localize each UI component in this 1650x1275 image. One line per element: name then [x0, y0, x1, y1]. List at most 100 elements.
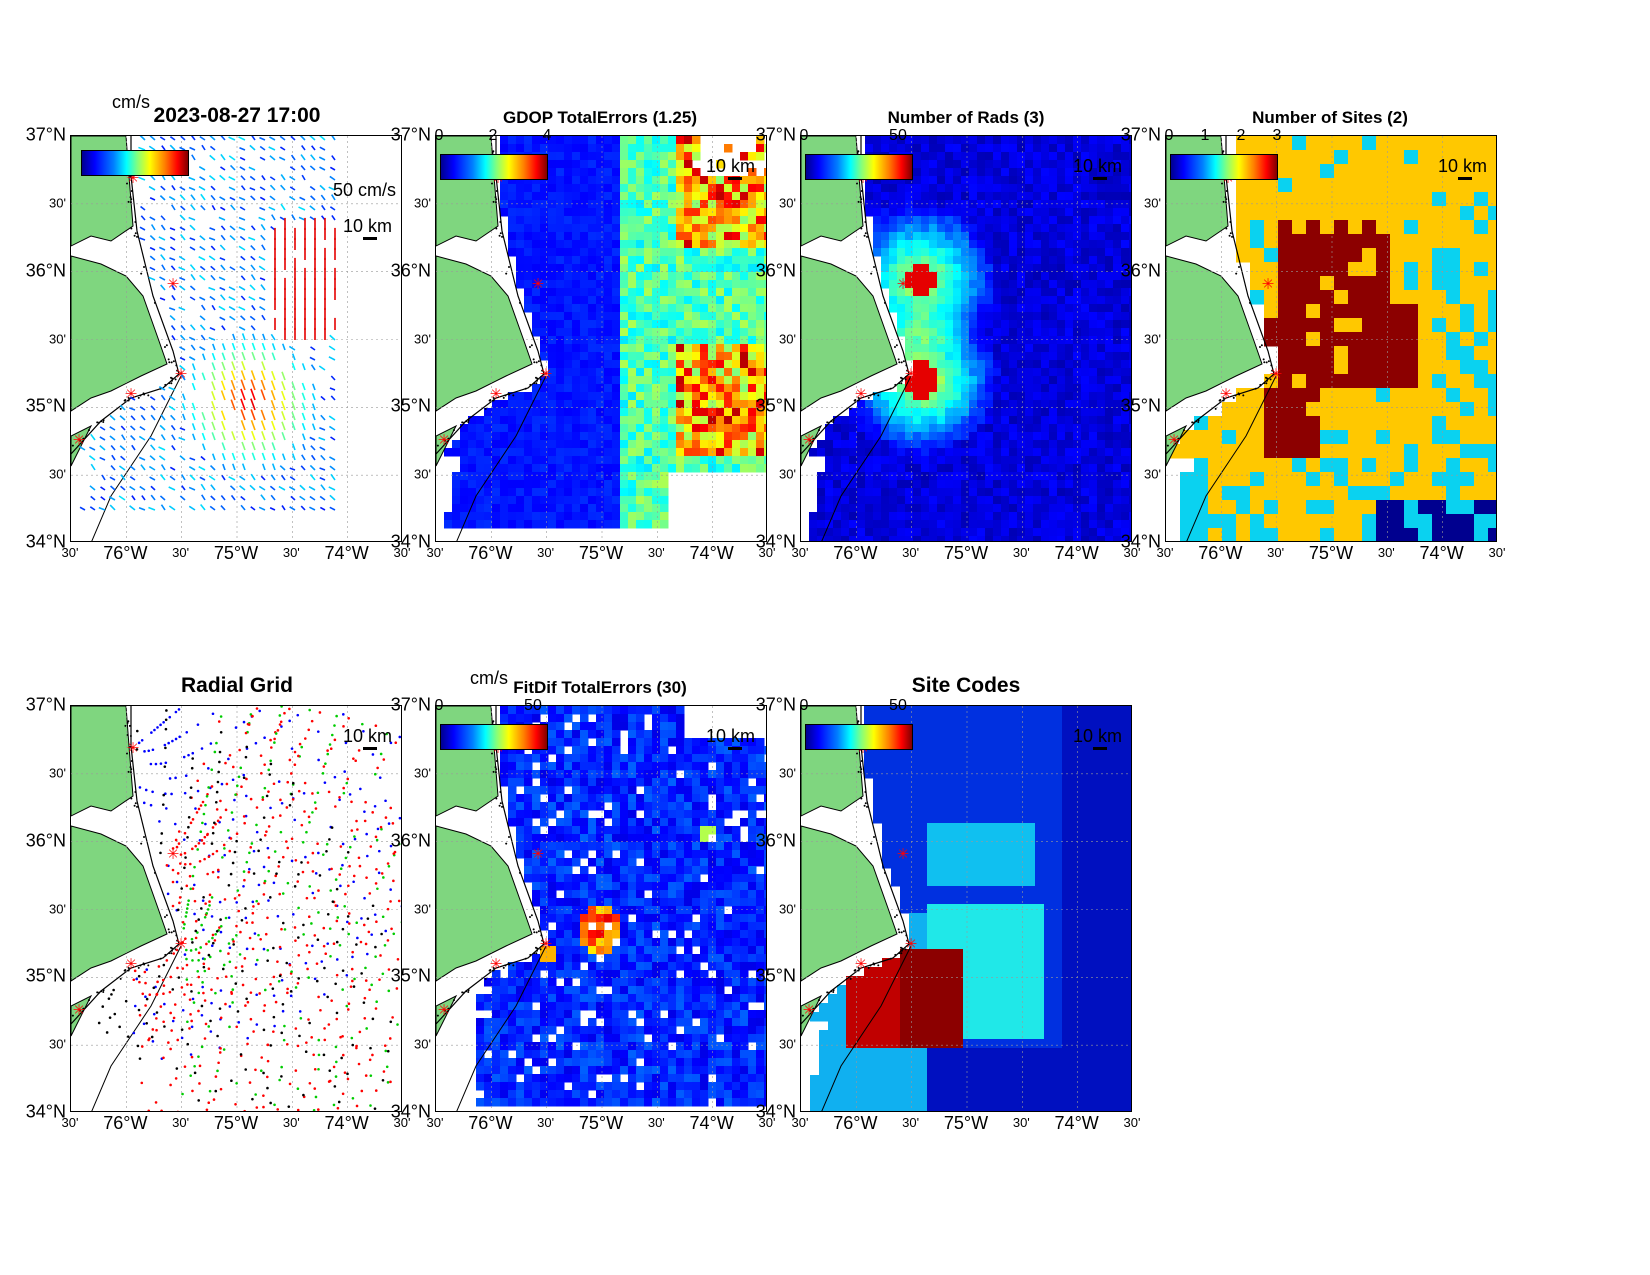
- grid-cell: [452, 488, 461, 497]
- grid-cell: [1001, 520, 1010, 529]
- coast-speckle: [1242, 394, 1245, 397]
- grid-cell: [732, 176, 741, 185]
- grid-cell: [740, 232, 749, 241]
- grid-cell: [1081, 432, 1090, 441]
- current-vector: [168, 486, 176, 491]
- grid-cell: [556, 312, 565, 321]
- grid-cell: [580, 464, 589, 473]
- grid-cell: [993, 216, 1002, 225]
- grid-cell: [969, 152, 978, 161]
- grid-cell: [1081, 248, 1090, 257]
- coast-speckle: [127, 720, 130, 723]
- map-totals[interactable]: ✳ ✳ ✳ ✳ ✳ 50 cm/s 10 km: [70, 135, 402, 542]
- grid-cell: [620, 152, 629, 161]
- grid-cell: [1073, 264, 1082, 273]
- current-vector: [271, 442, 276, 451]
- current-vector: [211, 362, 216, 371]
- grid-cell: [508, 184, 517, 193]
- grid-cell: [977, 288, 986, 297]
- grid-cell: [921, 384, 930, 393]
- coast-speckle: [533, 382, 536, 385]
- grid-cell: [588, 296, 597, 305]
- grid-cell: [945, 456, 954, 465]
- grid-cell: [1081, 344, 1090, 353]
- grid-cell: [1017, 320, 1026, 329]
- grid-cell: [1250, 136, 1265, 151]
- grid-cell: [1320, 444, 1335, 459]
- grid-cell: [572, 248, 581, 257]
- grid-cell: [913, 264, 922, 273]
- grid-cell: [1081, 288, 1090, 297]
- grid-cell: [620, 168, 629, 177]
- grid-cell: [1460, 206, 1475, 221]
- grid-cell: [937, 144, 946, 153]
- grid-cell: [572, 152, 581, 161]
- grid-cell: [1222, 486, 1237, 501]
- grid-cell: [660, 384, 669, 393]
- grid-cell: [1376, 164, 1391, 179]
- current-vector: [249, 187, 256, 191]
- current-vector: [301, 412, 306, 421]
- current-vector: [329, 387, 336, 391]
- grid-cell: [865, 200, 874, 209]
- grid-cell: [1049, 328, 1058, 337]
- grid-cell: [1292, 332, 1307, 347]
- grid-cell: [540, 504, 549, 513]
- current-vector: [268, 206, 276, 211]
- map-radial[interactable]: ✳ ✳ ✳ ✳ ✳ 10 km: [70, 705, 402, 1112]
- grid-cell: [1001, 512, 1010, 521]
- grid-cell: [1292, 290, 1307, 305]
- map-nsites[interactable]: ✳✳✳✳✳ 10 km: [1165, 135, 1497, 542]
- grid-cell: [921, 200, 930, 209]
- grid-cell: [1488, 388, 1496, 403]
- coast-speckle: [129, 201, 132, 204]
- grid-cell: [596, 232, 605, 241]
- grid-cell: [993, 408, 1002, 417]
- grid-cell: [833, 424, 842, 433]
- grid-cell: [1001, 344, 1010, 353]
- grid-cell: [1081, 512, 1090, 521]
- current-vector: [220, 380, 226, 391]
- map-gdop[interactable]: ✳✳✳✳✳ 10 km: [435, 135, 767, 542]
- coast-speckle: [170, 949, 173, 952]
- grid-cell: [1474, 192, 1489, 207]
- grid-cell: [604, 208, 613, 217]
- grid-cell: [596, 176, 605, 185]
- grid-cell: [1121, 216, 1130, 225]
- current-vector: [261, 463, 266, 471]
- gdop-field: [444, 136, 766, 529]
- coast-speckle: [1229, 221, 1232, 224]
- grid-cell: [660, 208, 669, 217]
- grid-cell: [1320, 164, 1335, 179]
- grid-cell: [764, 392, 766, 401]
- map-nrads[interactable]: ✳✳✳✳✳ 10 km: [800, 135, 1132, 542]
- grid-cell: [1009, 192, 1018, 201]
- grid-cell: [1348, 360, 1363, 375]
- current-vector: [301, 145, 306, 151]
- grid-cell: [764, 296, 766, 305]
- grid-cell: [612, 152, 621, 161]
- grid-cell: [524, 448, 533, 457]
- current-vector: [298, 216, 306, 221]
- grid-cell: [636, 312, 645, 321]
- grid-cell: [564, 208, 573, 217]
- grid-cell: [748, 216, 757, 225]
- grid-cell: [1334, 220, 1349, 235]
- grid-cell: [564, 368, 573, 377]
- grid-cell: [1057, 168, 1066, 177]
- grid-cell: [1041, 248, 1050, 257]
- grid-cell: [1113, 296, 1122, 305]
- grid-cell: [524, 504, 533, 513]
- coast-speckle: [1219, 398, 1222, 401]
- grid-cell: [1105, 392, 1114, 401]
- grid-cell: [1121, 448, 1130, 457]
- grid-cell: [1488, 346, 1496, 361]
- grid-cell: [524, 232, 533, 241]
- grid-cell: [548, 192, 557, 201]
- current-vector: [250, 264, 256, 271]
- grid-cell: [1017, 440, 1026, 449]
- grid-cell: [1432, 374, 1447, 389]
- grid-cell: [1049, 416, 1058, 425]
- grid-cell: [1292, 388, 1307, 403]
- grid-cell: [1105, 488, 1114, 497]
